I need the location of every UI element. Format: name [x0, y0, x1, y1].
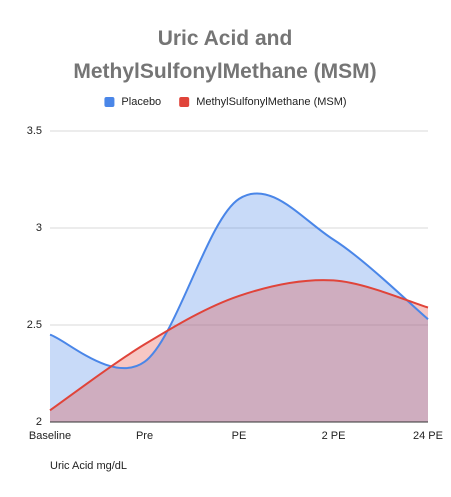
legend-label: Placebo: [121, 96, 161, 108]
line: [49, 192, 429, 370]
x-axis-label: Uric Acid mg/dL: [50, 460, 127, 472]
x-tick-label: Pre: [136, 430, 153, 442]
x-tick-label: 2 PE: [322, 430, 346, 442]
y-tick-label: 2: [36, 416, 42, 428]
y-tick-label: 3: [36, 222, 42, 234]
area: [50, 280, 428, 422]
legend-label: MethylSulfonylMethane (MSM): [196, 96, 346, 108]
line: [49, 279, 429, 412]
chart-title: Uric Acid and MethylSulfonylMethane (MSM…: [73, 27, 377, 83]
x-tick-label: PE: [232, 430, 247, 442]
x-tick-label: 24 PE: [413, 430, 443, 442]
y-tick-label: 3.5: [27, 125, 42, 137]
area: [50, 193, 428, 422]
y-tick-label: 2.5: [27, 319, 42, 331]
legend: Placebo MethylSulfonylMethane (MSM): [104, 96, 347, 108]
x-tick-label: Baseline: [29, 430, 71, 442]
legend-swatch: [179, 97, 190, 107]
legend-swatch: [104, 97, 115, 107]
